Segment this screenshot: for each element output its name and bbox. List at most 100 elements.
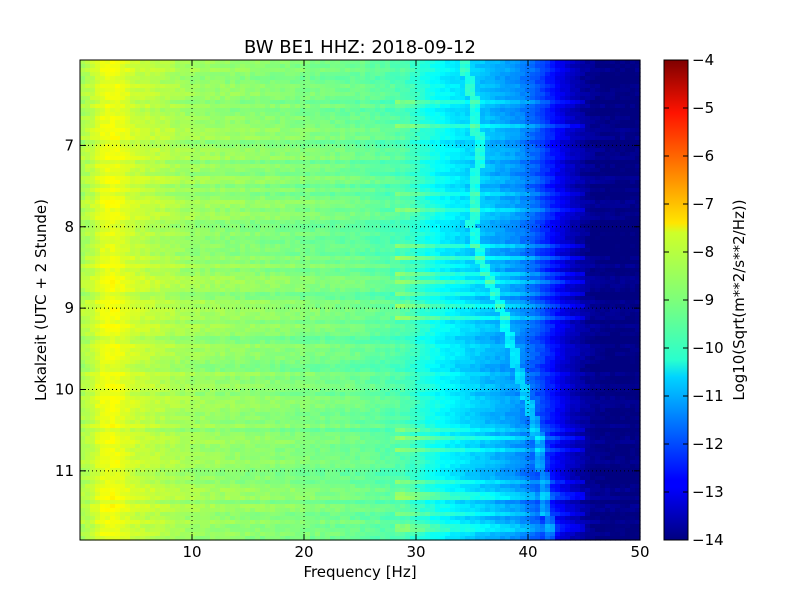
heatmap-cell xyxy=(385,176,391,181)
heatmap-cell xyxy=(580,172,586,177)
heatmap-cell xyxy=(265,128,271,133)
heatmap-cell xyxy=(245,224,251,229)
heatmap-cell xyxy=(330,208,336,213)
heatmap-cell xyxy=(590,152,596,157)
heatmap-cell xyxy=(155,172,161,177)
heatmap-cell xyxy=(505,228,511,233)
heatmap-cell xyxy=(625,92,631,97)
heatmap-cell xyxy=(300,120,306,125)
heatmap-cell xyxy=(500,108,506,113)
heatmap-cell xyxy=(205,88,211,93)
heatmap-cell xyxy=(210,104,216,109)
heatmap-cell xyxy=(620,216,626,221)
heatmap-cell xyxy=(315,208,321,213)
heatmap-cell xyxy=(270,148,276,153)
heatmap-cell xyxy=(465,120,471,125)
heatmap-cell xyxy=(165,192,171,197)
heatmap-cell xyxy=(275,116,281,121)
heatmap-cell xyxy=(100,120,106,125)
heatmap-cell xyxy=(540,100,546,105)
heatmap-cell xyxy=(185,148,191,153)
heatmap-cell xyxy=(480,232,486,237)
heatmap-cell xyxy=(530,68,536,73)
heatmap-cell xyxy=(260,180,266,185)
heatmap-cell xyxy=(340,136,346,141)
heatmap-cell xyxy=(300,220,306,225)
heatmap-cell xyxy=(405,116,411,121)
heatmap-cell xyxy=(270,168,276,173)
heatmap-cell xyxy=(330,88,336,93)
heatmap-cell xyxy=(485,128,491,133)
heatmap-cell xyxy=(240,224,246,229)
heatmap-cell xyxy=(300,180,306,185)
heatmap-cell xyxy=(490,132,496,137)
heatmap-cell xyxy=(510,176,516,181)
heatmap-cell xyxy=(220,200,226,205)
heatmap-cell xyxy=(595,136,601,141)
heatmap-cell xyxy=(130,132,136,137)
heatmap-cell xyxy=(395,60,401,65)
heatmap-cell xyxy=(285,140,291,145)
heatmap-cell xyxy=(320,184,326,189)
heatmap-cell xyxy=(585,136,591,141)
heatmap-cell xyxy=(380,140,386,145)
heatmap-cell xyxy=(115,68,121,73)
heatmap-cell xyxy=(440,60,446,65)
heatmap-cell xyxy=(230,168,236,173)
heatmap-cell xyxy=(420,192,426,197)
heatmap-cell xyxy=(535,112,541,117)
heatmap-cell xyxy=(220,144,226,149)
heatmap-cell xyxy=(200,104,206,109)
heatmap-cell xyxy=(210,132,216,137)
heatmap-cell xyxy=(565,80,571,85)
heatmap-cell xyxy=(325,120,331,125)
heatmap-cell xyxy=(90,228,96,233)
heatmap-cell xyxy=(210,140,216,145)
heatmap-cell xyxy=(435,140,441,145)
heatmap-cell xyxy=(380,216,386,221)
heatmap-cell xyxy=(440,152,446,157)
heatmap-cell xyxy=(505,192,511,197)
heatmap-cell xyxy=(525,116,531,121)
heatmap-cell xyxy=(165,112,171,117)
heatmap-cell xyxy=(510,220,516,225)
heatmap-cell xyxy=(145,224,151,229)
heatmap-cell xyxy=(365,68,371,73)
heatmap-cell xyxy=(155,64,161,69)
heatmap-cell xyxy=(600,208,606,213)
heatmap-cell xyxy=(250,140,256,145)
heatmap-cell xyxy=(515,144,521,149)
heatmap-cell xyxy=(345,76,351,81)
heatmap-cell xyxy=(570,68,576,73)
heatmap-cell xyxy=(405,88,411,93)
heatmap-cell xyxy=(490,100,496,105)
heatmap-cell xyxy=(460,68,466,73)
heatmap-cell xyxy=(100,192,106,197)
heatmap-cell xyxy=(270,112,276,117)
heatmap-cell xyxy=(325,116,331,121)
heatmap-cell xyxy=(305,168,311,173)
heatmap-cell xyxy=(350,152,356,157)
heatmap-cell xyxy=(430,72,436,77)
heatmap-cell xyxy=(205,76,211,81)
heatmap-cell xyxy=(190,164,196,169)
heatmap-cell xyxy=(95,224,101,229)
heatmap-cell xyxy=(600,140,606,145)
heatmap-cell xyxy=(525,208,531,213)
heatmap-cell xyxy=(315,120,321,125)
heatmap-cell xyxy=(575,152,581,157)
heatmap-cell xyxy=(145,148,151,153)
heatmap-cell xyxy=(600,80,606,85)
heatmap-cell xyxy=(315,228,321,233)
heatmap-cell xyxy=(540,212,546,217)
heatmap-cell xyxy=(200,172,206,177)
heatmap-cell xyxy=(205,228,211,233)
heatmap-cell xyxy=(490,116,496,121)
heatmap-cell xyxy=(310,60,316,65)
heatmap-cell xyxy=(275,164,281,169)
heatmap-cell xyxy=(305,184,311,189)
heatmap-cell xyxy=(295,68,301,73)
heatmap-cell xyxy=(235,172,241,177)
heatmap-cell xyxy=(495,232,501,237)
heatmap-cell xyxy=(115,108,121,113)
